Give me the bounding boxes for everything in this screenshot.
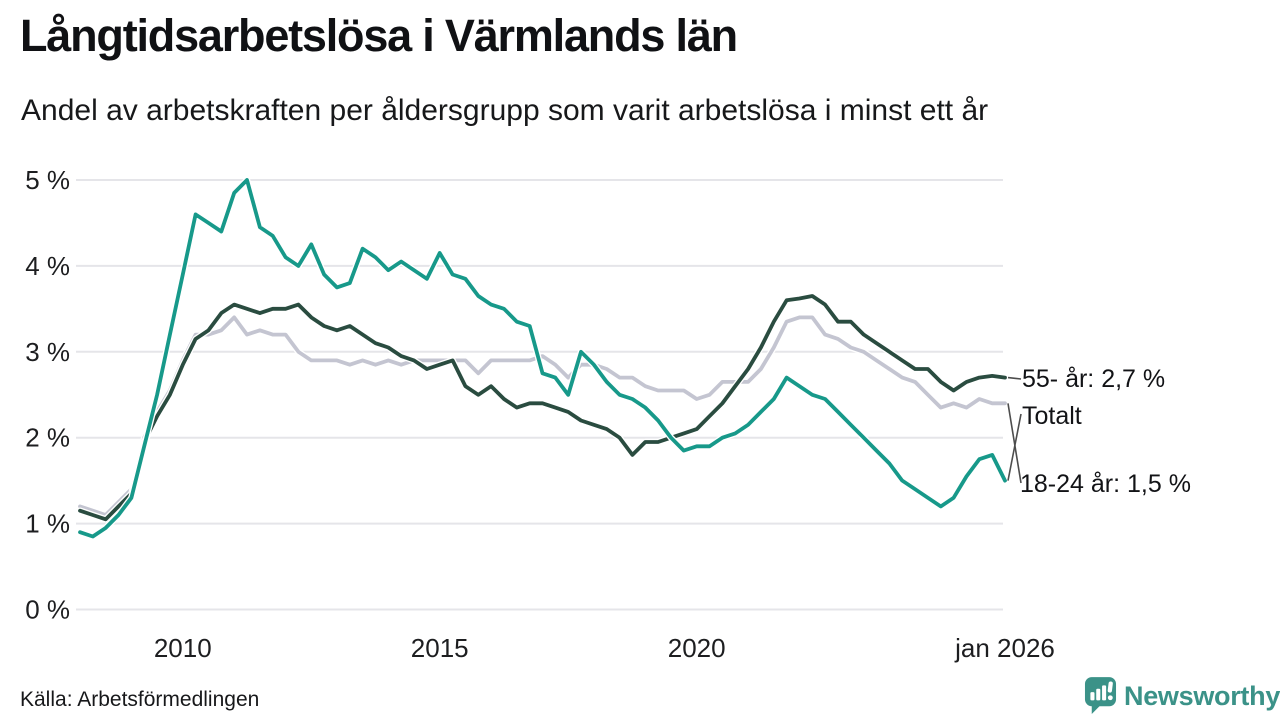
y-axis-tick-label: 2 % xyxy=(25,423,70,453)
y-axis-tick-label: 1 % xyxy=(25,509,70,539)
x-axis-tick-label: 2015 xyxy=(411,633,469,663)
series-end-label-total: Totalt xyxy=(1022,402,1082,430)
x-axis-tick-label: 2010 xyxy=(154,633,212,663)
series-line-18-24-r xyxy=(78,178,1007,539)
label-connector-line xyxy=(1007,403,1022,484)
series-end-label-18-24: 18-24 år: 1,5 % xyxy=(1020,470,1191,498)
newsworthy-logo-icon xyxy=(1084,677,1117,714)
x-axis-tick-label: 2020 xyxy=(668,633,726,663)
series-line-totalt xyxy=(78,315,1007,517)
brand-name: Newsworthy xyxy=(1124,681,1280,711)
y-axis-tick-label: 4 % xyxy=(25,251,70,281)
y-axis-tick-label: 0 % xyxy=(25,595,70,625)
page-title: Långtidsarbetslösa i Värmlands län xyxy=(20,10,738,61)
series-line-55-r xyxy=(78,294,1007,522)
source-note: Källa: Arbetsförmedlingen xyxy=(20,688,260,711)
label-connector-line xyxy=(1007,376,1022,380)
series-line-casing xyxy=(76,314,1009,519)
x-axis-tick-label: jan 2026 xyxy=(954,633,1055,663)
series-end-label-55: 55- år: 2,7 % xyxy=(1022,365,1166,393)
brand-logo: Newsworthy xyxy=(1084,676,1280,716)
page-subtitle: Andel av arbetskraften per åldersgrupp s… xyxy=(21,94,989,127)
y-axis-tick-label: 3 % xyxy=(25,337,70,367)
y-axis-tick-label: 5 % xyxy=(25,165,70,195)
